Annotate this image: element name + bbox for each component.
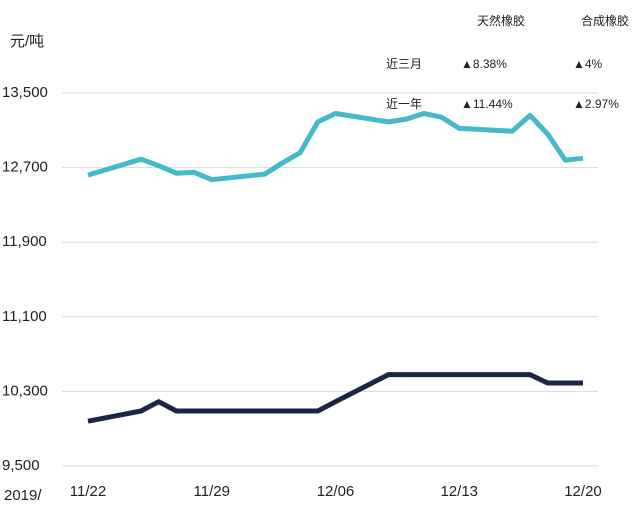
y-tick-label: 13,500: [2, 84, 48, 101]
change-value: ▲8.38%: [461, 57, 507, 71]
series-line: [87, 372, 583, 424]
y-tick-label: 12,700: [2, 159, 48, 176]
row-label: 近三月: [386, 57, 422, 71]
x-tick-label: 12/20: [564, 483, 602, 500]
x-axis-label: 2019/: [4, 487, 42, 504]
y-tick-label: 11,100: [2, 308, 47, 325]
x-tick-label: 12/13: [440, 483, 478, 500]
legend-entry: 天然橡胶: [477, 13, 525, 28]
series-line: [87, 111, 584, 183]
x-tick-label: 12/06: [317, 483, 355, 500]
x-tick-label: 11/29: [194, 483, 230, 500]
change-value: ▲11.44%: [461, 97, 513, 111]
x-tick-label: 11/22: [70, 483, 106, 500]
change-value: ▲4%: [573, 57, 603, 71]
y-tick-label: 10,300: [2, 382, 48, 399]
y-axis-label: 元/吨: [10, 33, 44, 50]
y-tick-label: 9,500: [2, 457, 40, 474]
y-tick-label: 11,900: [2, 233, 47, 250]
legend-entry: 合成橡胶: [581, 13, 629, 28]
row-label: 近一年: [386, 97, 422, 111]
change-value: ▲2.97%: [573, 97, 619, 111]
